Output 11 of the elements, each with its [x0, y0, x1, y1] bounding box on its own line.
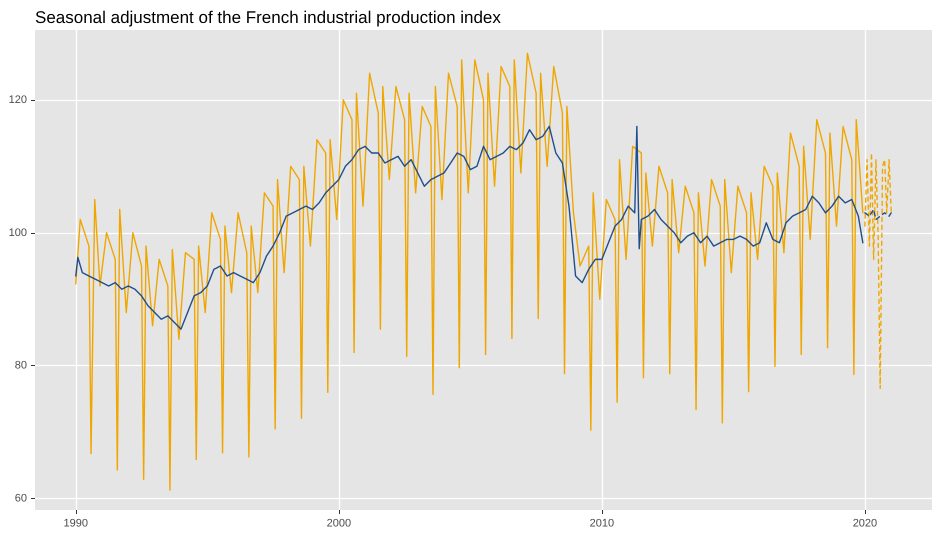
y-tick-label: 60 [14, 492, 27, 505]
x-tick-label: 1990 [64, 518, 88, 530]
y-tick-label: 100 [8, 226, 27, 239]
chart-title: Seasonal adjustment of the French industrial production index [35, 8, 502, 27]
x-tick-label: 2000 [326, 518, 352, 530]
y-tick-label: 80 [14, 360, 27, 372]
line-series [75, 126, 864, 330]
y-tick-label: 120 [8, 94, 27, 106]
x-tick-label: 2020 [852, 518, 878, 530]
line-series [864, 208, 892, 220]
x-tick-label: 2010 [590, 518, 614, 530]
